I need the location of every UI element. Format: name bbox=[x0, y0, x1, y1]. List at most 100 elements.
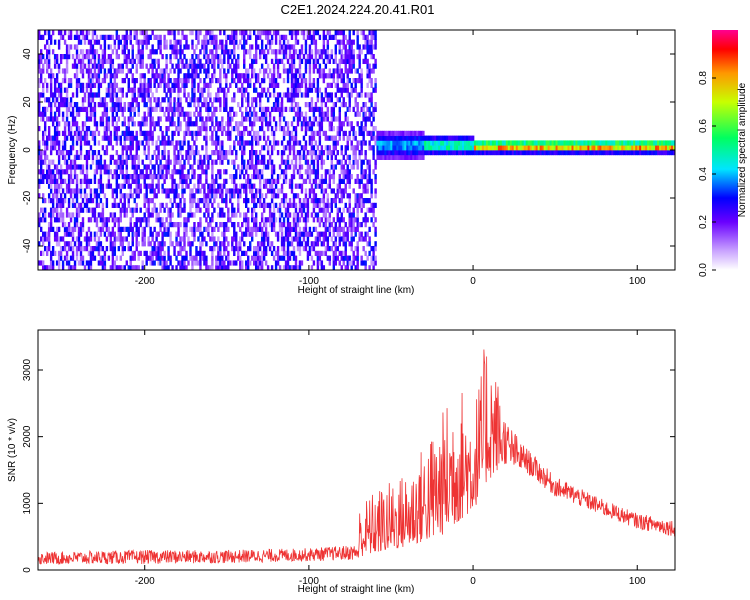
heatmap-cell bbox=[318, 63, 322, 69]
heatmap-cell bbox=[306, 54, 310, 60]
heatmap-cell bbox=[159, 78, 162, 84]
heatmap-cell bbox=[227, 126, 230, 132]
heatmap-cell bbox=[67, 260, 71, 266]
heatmap-cell bbox=[346, 82, 349, 88]
heatmap-cell bbox=[350, 121, 353, 127]
heatmap-cell bbox=[320, 126, 324, 132]
heatmap-cell bbox=[159, 159, 162, 165]
heatmap-cell bbox=[175, 236, 178, 242]
heatmap-cell bbox=[191, 63, 194, 69]
heatmap-cell bbox=[55, 198, 59, 204]
heatmap-cell bbox=[254, 78, 258, 84]
heatmap-cell bbox=[422, 135, 425, 141]
heatmap-cell bbox=[191, 97, 194, 103]
heatmap-cell bbox=[318, 116, 322, 122]
heatmap-cell bbox=[350, 246, 353, 252]
heatmap-cell bbox=[205, 202, 208, 208]
heatmap-cell bbox=[491, 150, 495, 156]
heatmap-cell bbox=[354, 193, 357, 199]
heatmap-cell bbox=[99, 58, 103, 64]
heatmap-cell bbox=[270, 198, 274, 204]
heatmap-cell bbox=[143, 183, 146, 189]
heatmap-cell bbox=[115, 126, 119, 132]
heatmap-cell bbox=[272, 188, 276, 194]
heatmap-cell bbox=[239, 78, 242, 84]
heatmap-cell bbox=[272, 246, 276, 252]
heatmap-cell bbox=[111, 82, 115, 88]
heatmap-cell bbox=[225, 202, 228, 208]
heatmap-cell bbox=[223, 212, 226, 218]
heatmap-cell bbox=[103, 102, 107, 108]
heatmap-cell bbox=[284, 92, 288, 98]
heatmap-cell bbox=[366, 68, 369, 74]
heatmap-cell bbox=[254, 226, 258, 232]
heatmap-cell bbox=[203, 54, 206, 60]
heatmap-cell bbox=[336, 193, 339, 199]
heatmap-cell bbox=[203, 212, 206, 218]
heatmap-cell bbox=[81, 164, 85, 170]
heatmap-cell bbox=[103, 58, 107, 64]
heatmap-cell bbox=[95, 217, 99, 223]
heatmap-cell bbox=[310, 246, 314, 252]
heatmap-cell bbox=[147, 130, 150, 136]
heatmap-cell bbox=[432, 150, 435, 156]
heatmap-cell bbox=[229, 174, 232, 180]
heatmap-cell bbox=[69, 126, 73, 132]
heatmap-cell bbox=[123, 193, 126, 199]
heatmap-cell bbox=[165, 130, 168, 136]
heatmap-cell bbox=[51, 92, 55, 98]
heatmap-cell bbox=[223, 44, 226, 50]
heatmap-cell bbox=[392, 135, 395, 141]
heatmap-cell bbox=[57, 92, 61, 98]
heatmap-cell bbox=[117, 231, 121, 237]
heatmap-cell bbox=[93, 236, 97, 242]
heatmap-cell bbox=[61, 97, 65, 103]
heatmap-cell bbox=[312, 58, 316, 64]
heatmap-cell bbox=[85, 260, 89, 266]
heatmap-cell bbox=[177, 63, 180, 69]
heatmap-cell bbox=[264, 44, 268, 50]
heatmap-cell bbox=[41, 92, 45, 98]
heatmap-cell bbox=[274, 202, 278, 208]
heatmap-cell bbox=[300, 58, 304, 64]
heatmap-cell bbox=[155, 73, 158, 79]
heatmap-cell bbox=[294, 217, 298, 223]
heatmap-cell bbox=[133, 154, 136, 160]
heatmap-cell bbox=[310, 54, 314, 60]
heatmap-cell bbox=[362, 198, 365, 204]
heatmap-cell bbox=[308, 174, 312, 180]
heatmap-cell bbox=[250, 44, 254, 50]
heatmap-cell bbox=[43, 44, 47, 50]
heatmap-cell bbox=[205, 226, 208, 232]
heatmap-cell bbox=[354, 102, 357, 108]
heatmap-cell bbox=[252, 217, 256, 223]
heatmap-cell bbox=[258, 169, 262, 175]
heatmap-cell bbox=[229, 121, 232, 127]
heatmap-cell bbox=[155, 97, 158, 103]
heatmap-cell bbox=[326, 30, 330, 36]
heatmap-cell bbox=[450, 140, 453, 146]
heatmap-cell bbox=[274, 231, 278, 237]
heatmap-cell bbox=[77, 260, 81, 266]
heatmap-cell bbox=[59, 169, 63, 175]
heatmap-cell bbox=[169, 159, 172, 165]
heatmap-cell bbox=[324, 73, 328, 79]
heatmap-cell bbox=[59, 236, 63, 242]
heatmap-cell bbox=[87, 102, 91, 108]
heatmap-cell bbox=[121, 159, 124, 165]
heatmap-cell bbox=[332, 178, 336, 184]
heatmap-cell bbox=[274, 178, 278, 184]
heatmap-cell bbox=[113, 159, 117, 165]
heatmap-cell bbox=[197, 202, 200, 208]
heatmap-cell bbox=[296, 140, 300, 146]
heatmap-cell bbox=[185, 154, 188, 160]
heatmap-cell bbox=[49, 39, 53, 45]
heatmap-cell bbox=[370, 130, 373, 136]
heatmap-cell bbox=[322, 188, 326, 194]
heatmap-cell bbox=[55, 87, 59, 93]
heatmap-cell bbox=[358, 44, 361, 50]
heatmap-cell bbox=[416, 145, 419, 151]
heatmap-cell bbox=[491, 140, 495, 146]
heatmap-cell bbox=[99, 97, 103, 103]
heatmap-cell bbox=[183, 92, 186, 98]
